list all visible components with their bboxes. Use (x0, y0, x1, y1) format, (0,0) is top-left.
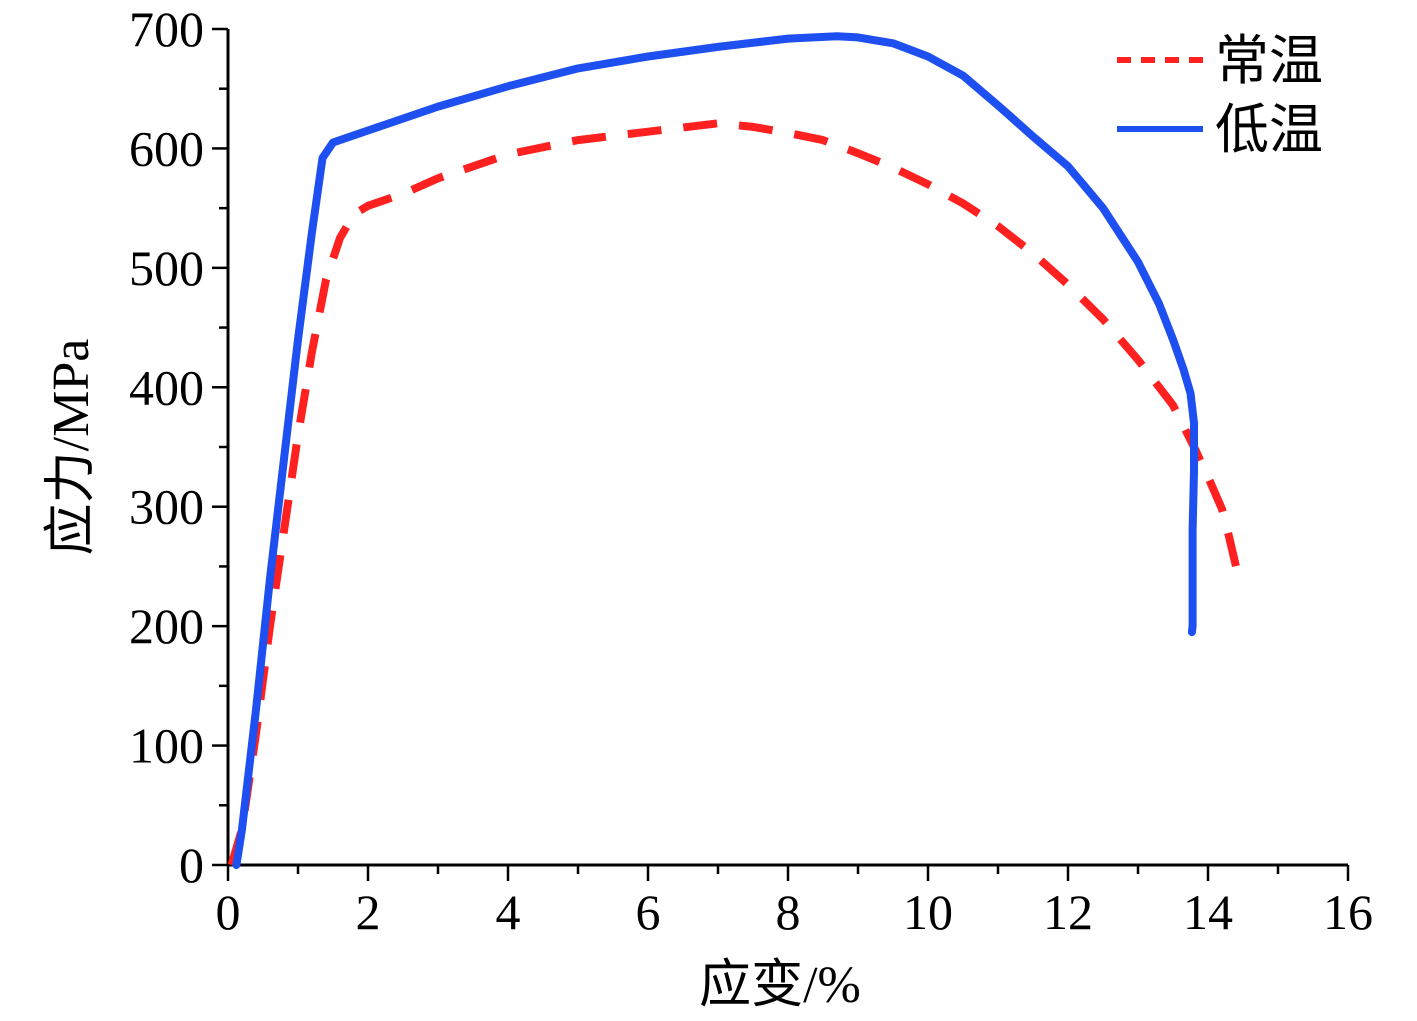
legend-label-2: 低温 (1215, 100, 1323, 160)
x-tick-label: 2 (356, 884, 381, 940)
x-axis-title: 应变/% (699, 957, 861, 1014)
x-tick-label: 14 (1183, 884, 1233, 940)
y-tick-label: 300 (129, 479, 204, 535)
y-tick-label: 200 (129, 598, 204, 654)
y-tick-label: 0 (179, 837, 204, 893)
x-tick-label: 6 (636, 884, 661, 940)
series-line-1 (227, 119, 1240, 867)
x-tick-label: 8 (776, 884, 801, 940)
series-line-2 (232, 32, 1198, 869)
y-tick-label: 500 (129, 240, 204, 296)
y-tick-label: 700 (129, 1, 204, 57)
x-tick-label: 10 (903, 884, 953, 940)
y-axis-title: 应力/MPa (43, 339, 100, 556)
x-tick-label: 4 (496, 884, 521, 940)
legend-label-1: 常温 (1215, 31, 1323, 91)
series-lines (227, 32, 1240, 869)
y-tick-label: 100 (129, 718, 204, 774)
axes (226, 29, 1348, 867)
y-tick-label: 600 (129, 120, 204, 176)
x-tick-label: 12 (1043, 884, 1093, 940)
y-tick-label: 400 (129, 359, 204, 415)
ticks: 0 2 4 6 8 10 12 14 16 0 100 200 300 400 500 600 700 (129, 1, 1373, 940)
x-tick-label: 16 (1323, 884, 1373, 940)
x-tick-label: 0 (216, 884, 241, 940)
